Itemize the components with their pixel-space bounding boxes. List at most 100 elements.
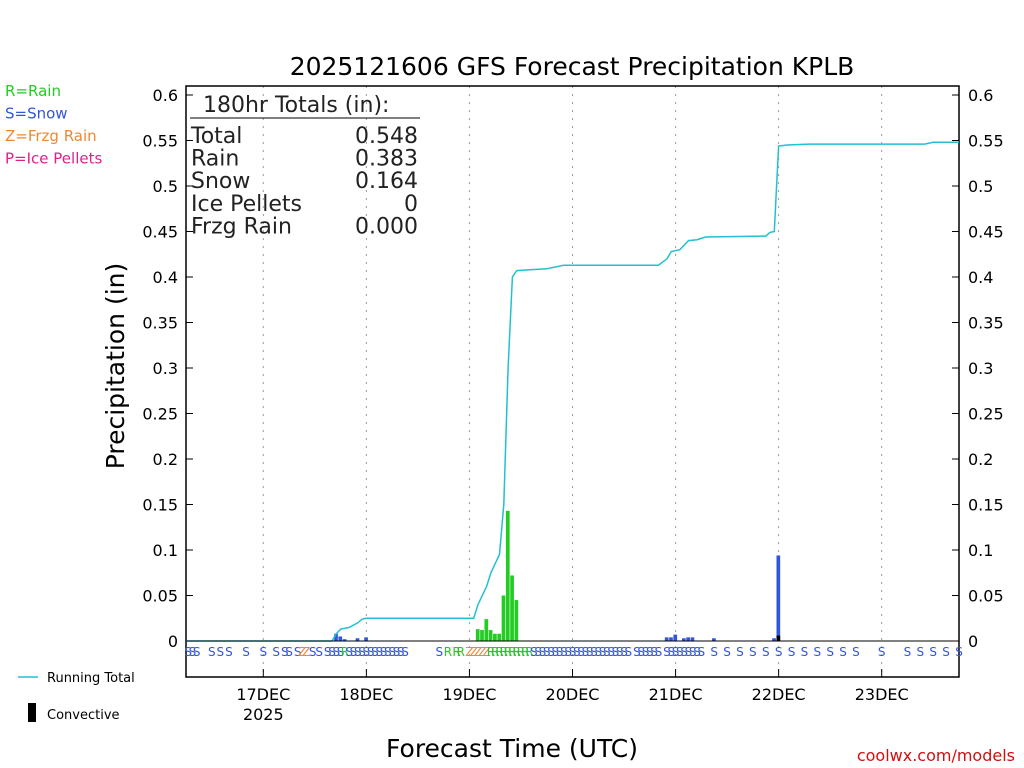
ptype-mark-52: R: [521, 645, 529, 659]
ptype-legend: R=Rain S=Snow Z=Frzg Rain P=Ice Pellets: [5, 82, 102, 168]
ptype-mark-89: S: [689, 645, 697, 659]
ptype-mark-8: S: [272, 645, 280, 659]
ptype-mark-102: S: [839, 645, 847, 659]
ptype-mark-0: S: [184, 645, 192, 659]
ptype-mark-39: Z: [465, 645, 473, 659]
ptype-mark-20: R: [341, 645, 349, 659]
ptype-mark-21: S: [345, 645, 353, 659]
x-axis-label: Forecast Time (UTC): [386, 734, 638, 763]
y-tick-label-left-2: 0.1: [153, 541, 178, 560]
ptype-mark-80: S: [646, 645, 654, 659]
totals-row-label-2: Snow: [191, 169, 250, 194]
y-tick-label-right-3: 0.15: [968, 496, 1004, 515]
y-tick-label-right-7: 0.35: [968, 314, 1004, 333]
y-axis-left: 0 0.05 0.1 0.15 0.2 0.25 0.3 0.35 0.4 0.45 0.5 0.55…: [142, 86, 193, 651]
ptype-mark-82: S: [655, 645, 663, 659]
x-tick-sublabel-0: 2025: [243, 705, 284, 724]
y-tick-label-left-3: 0.15: [142, 496, 178, 515]
ptype-mark-96: S: [762, 645, 770, 659]
totals-row-value-0: 0.548: [355, 124, 418, 149]
precip-bar-14: [514, 600, 519, 641]
ptype-mark-107: S: [929, 645, 937, 659]
y-tick-label-left-11: 0.55: [142, 132, 178, 151]
precip-bar-5: [475, 629, 480, 641]
ptype-mark-70: S: [599, 645, 607, 659]
legend-entry-0: R=Rain: [5, 82, 61, 100]
x-tick-label-1: 18DEC: [339, 685, 393, 704]
ptype-mark-83: S: [663, 645, 671, 659]
ptype-mark-22: S: [350, 645, 358, 659]
legend-entry-3: P=Ice Pellets: [5, 150, 102, 168]
ptype-mark-103: S: [852, 645, 860, 659]
x-tick-label-4: 21DEC: [649, 685, 703, 704]
ptype-mark-74: S: [616, 645, 624, 659]
ptype-mark-27: S: [371, 645, 379, 659]
precip-bar-2: [342, 639, 347, 641]
ptype-mark-54: S: [530, 645, 538, 659]
ptype-mark-84: S: [667, 645, 675, 659]
ptype-mark-34: S: [401, 645, 409, 659]
y-tick-label-right-6: 0.3: [968, 359, 993, 378]
y-tick-label-right-10: 0.5: [968, 177, 993, 196]
totals-row-label-0: Total: [190, 124, 242, 149]
ptype-mark-56: S: [539, 645, 547, 659]
y-tick-label-left-6: 0.3: [153, 359, 178, 378]
ptype-mark-10: S: [285, 645, 293, 659]
precip-bar-12: [505, 510, 510, 641]
y-tick-label-right-5: 0.25: [968, 405, 1004, 424]
ptype-mark-59: S: [552, 645, 560, 659]
ptype-mark-73: S: [612, 645, 620, 659]
ptype-mark-68: S: [590, 645, 598, 659]
ptype-mark-35: S: [436, 645, 444, 659]
y-tick-label-left-8: 0.4: [153, 268, 178, 287]
ptype-mark-63: S: [569, 645, 577, 659]
ptype-mark-76: S: [625, 645, 633, 659]
ptype-mark-60: S: [556, 645, 564, 659]
precip-bar-3: [355, 638, 360, 641]
y-tick-label-right-8: 0.4: [968, 268, 993, 287]
ptype-mark-1: S: [189, 645, 197, 659]
ptype-mark-25: S: [363, 645, 371, 659]
ptype-mark-3: S: [208, 645, 216, 659]
precip-bar-22: [772, 638, 776, 641]
ptype-mark-37: R: [452, 645, 460, 659]
y-axis-right: 0 0.05 0.1 0.15 0.2 0.25 0.3 0.35 0.4 0.45 0.5 0.55…: [952, 86, 1004, 651]
ptype-mark-51: R: [517, 645, 525, 659]
precip-bar-4: [364, 637, 368, 641]
y-tick-label-left-7: 0.35: [142, 314, 178, 333]
y-tick-label-left-0: 0: [168, 632, 178, 651]
ptype-mark-64: S: [573, 645, 581, 659]
ptype-mark-86: S: [676, 645, 684, 659]
ptype-mark-42: Z: [478, 645, 486, 659]
x-tick-label-3: 20DEC: [546, 685, 600, 704]
ptype-mark-104: S: [878, 645, 886, 659]
ptype-mark-4: S: [217, 645, 225, 659]
y-tick-label-left-5: 0.25: [142, 405, 178, 424]
y-tick-label-right-12: 0.6: [968, 86, 993, 105]
ptype-mark-100: S: [813, 645, 821, 659]
legend-entry-1: S=Snow: [5, 105, 68, 123]
ptype-mark-65: S: [577, 645, 585, 659]
ptype-mark-78: S: [637, 645, 645, 659]
convective-legend-label: Convective: [47, 708, 120, 723]
totals-row-value-3: 0: [404, 192, 418, 217]
precip-bar-15: [664, 637, 669, 641]
precip-bar-21: [712, 638, 716, 641]
totals-row-value-4: 0.000: [355, 214, 418, 239]
ptype-mark-43: Z: [482, 645, 490, 659]
ptype-mark-32: S: [393, 645, 401, 659]
ptype-mark-12: Z: [298, 645, 306, 659]
ptype-mark-101: S: [826, 645, 834, 659]
y-tick-label-right-4: 0.2: [968, 450, 993, 469]
precip-bar-16: [669, 637, 673, 641]
ptype-mark-57: S: [543, 645, 551, 659]
ptype-mark-88: S: [685, 645, 693, 659]
ptype-mark-75: S: [620, 645, 628, 659]
ptype-mark-5: S: [225, 645, 233, 659]
totals-row-label-3: Ice Pellets: [191, 192, 302, 217]
precip-bar-13: [510, 575, 514, 641]
ptype-mark-49: R: [508, 645, 516, 659]
ptype-mark-33: S: [397, 645, 405, 659]
precip-bar-18: [682, 638, 686, 641]
